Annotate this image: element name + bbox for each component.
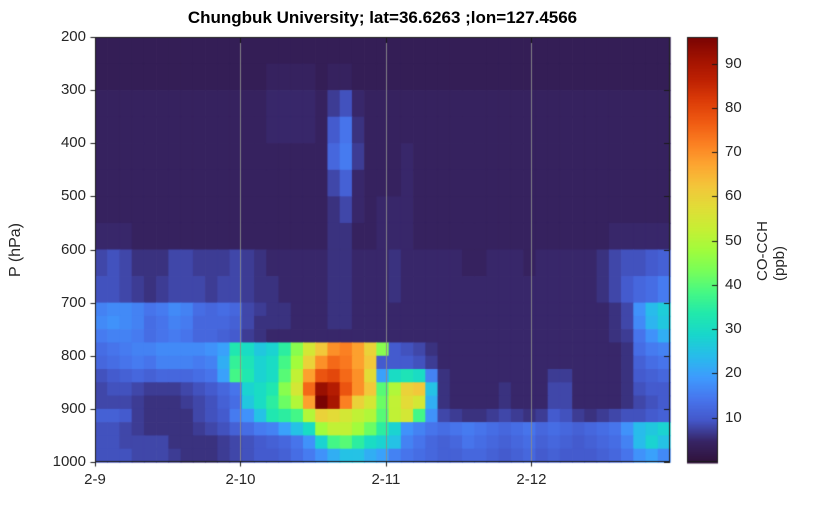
x-axis-tick-label: 2-11 bbox=[371, 471, 401, 488]
y-axis-tick-label: 700 bbox=[60, 293, 86, 311]
colorbar-tick-label: 40 bbox=[725, 275, 742, 293]
y-axis-tick-label: 1000 bbox=[52, 453, 86, 470]
y-axis-tick-label: 800 bbox=[60, 346, 86, 364]
colorbar-tick-label: 70 bbox=[725, 143, 742, 161]
y-axis-tick-label: 300 bbox=[60, 81, 86, 99]
colorbar-label: CO-CCH (ppb) bbox=[754, 221, 788, 281]
y-axis-tick-label: 200 bbox=[60, 28, 86, 45]
y-axis-tick-label: 500 bbox=[60, 187, 86, 205]
colorbar-tick-label: 80 bbox=[725, 98, 742, 116]
colorbar-tick-label: 30 bbox=[725, 320, 742, 338]
x-axis-tick-label: 2-9 bbox=[84, 471, 106, 488]
chart-title: Chungbuk University; lat=36.6263 ;lon=12… bbox=[187, 8, 578, 27]
y-axis-tick-label: 400 bbox=[60, 134, 86, 152]
colorbar-tick-label: 20 bbox=[725, 364, 742, 382]
y-axis-tick-label: 600 bbox=[60, 240, 86, 258]
x-axis-tick-label: 2-10 bbox=[225, 471, 256, 488]
colorbar-tick-label: 50 bbox=[725, 231, 742, 249]
colorbar-tick-label: 60 bbox=[725, 187, 742, 205]
colorbar-tick-label: 10 bbox=[725, 408, 742, 426]
x-axis-tick-label: 2-12 bbox=[516, 471, 547, 488]
y-axis-tick-label: 900 bbox=[60, 399, 86, 417]
colorbar-tick-label: 90 bbox=[725, 54, 742, 72]
